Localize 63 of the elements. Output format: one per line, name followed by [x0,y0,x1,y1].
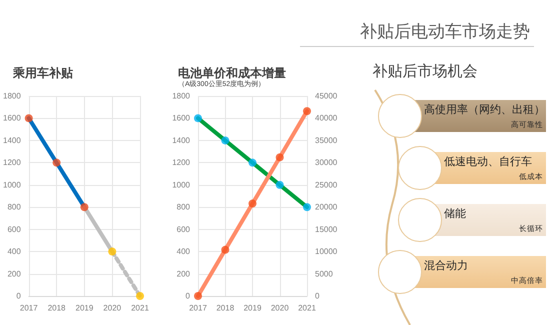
point [248,200,256,208]
y-tick-label: 1800 [172,92,191,100]
y-tick-label: 1600 [172,114,191,123]
y-tick-label: 800 [7,202,22,212]
y-tick-label: 200 [7,269,22,278]
y-tick-label: 1000 [172,180,191,190]
x-tick-label: 2019 [76,304,94,312]
point [221,136,230,144]
point [24,114,33,122]
text: 高使用率（网约、出租） [424,102,545,117]
y-tick-label: 1400 [172,136,191,145]
x-tick-label: 2021 [131,304,150,312]
y2-tick-label: 5000 [315,269,334,278]
y-tick-label: 1600 [3,114,22,123]
y2-tick-label: 25000 [315,180,338,190]
point [194,292,202,300]
point [303,203,311,212]
y-tick-label: 200 [176,269,191,278]
x-tick-label: 2021 [298,304,316,312]
x-tick-label: 2017 [20,304,38,312]
point [52,158,61,167]
y-tick-label: 400 [176,247,191,256]
chart-title: 乘用车补贴 [12,66,73,80]
y-tick-label: 800 [176,202,191,212]
y2-tick-label: 40000 [315,114,338,123]
y-tick-label: 400 [7,247,22,256]
y2-tick-label: 0 [315,292,320,300]
text: 补贴后市场机会 [372,62,478,81]
text: 补贴后电动车市场走势 [300,20,534,47]
point [303,107,311,116]
y2-tick-label: 35000 [315,136,338,145]
y-tick-label: 0 [16,292,22,300]
y-tick-label: 600 [7,224,22,234]
chart-title: 电池单价和成本增量 [178,66,286,80]
point [276,180,284,189]
text: 低速电动、自行车 [444,154,532,169]
x-tick-label: 2019 [244,304,262,312]
y-tick-label: 1200 [3,158,22,168]
point [194,114,202,122]
x-tick-label: 2020 [103,304,122,312]
y-tick-label: 1200 [172,158,191,168]
point [80,203,88,212]
x-tick-label: 2017 [189,304,208,312]
y2-tick-label: 30000 [315,158,338,168]
text: 混合动力 [424,258,468,273]
point [221,246,230,254]
y2-tick-label: 45000 [315,92,338,100]
x-tick-label: 2020 [270,304,290,312]
y-tick-label: 1400 [3,136,22,145]
y-tick-label: 1000 [3,180,22,190]
y-tick-label: 0 [186,292,191,300]
y2-tick-label: 10000 [315,247,338,256]
y-tick-label: 600 [176,224,191,234]
x-tick-label: 2018 [48,304,66,312]
point [108,248,116,256]
text: 储能 [444,206,466,221]
y2-tick-label: 15000 [315,224,338,234]
point [276,153,284,162]
x-tick-label: 2018 [216,304,235,312]
y-tick-label: 1800 [3,92,22,100]
point [136,292,144,300]
point [248,158,256,167]
y2-tick-label: 20000 [315,202,338,212]
